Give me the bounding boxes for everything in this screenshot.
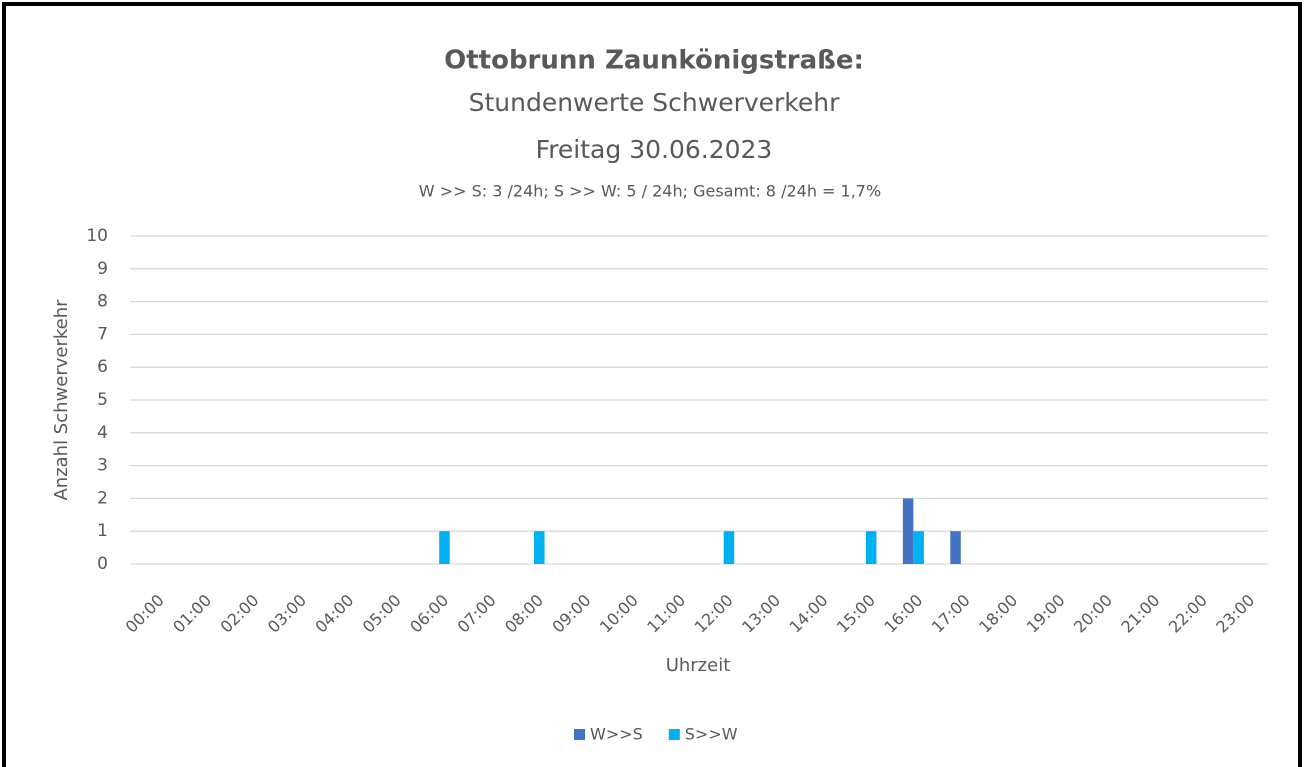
x-axis-label: Uhrzeit (666, 655, 731, 676)
y-tick-label: 10 (86, 226, 108, 246)
bar (902, 498, 914, 564)
bar (913, 531, 924, 564)
y-tick-label: 8 (97, 292, 108, 312)
chart-subtitle: W >> S: 3 /24h; S >> W: 5 / 24h; Gesamt:… (419, 182, 881, 201)
y-tick-label: 1 (97, 521, 108, 541)
legend-swatch (668, 729, 680, 740)
legend-label: W>>S (590, 725, 643, 744)
legend-label: S>>W (685, 725, 738, 744)
bar (439, 531, 450, 564)
y-tick-label: 4 (97, 423, 108, 443)
y-tick-label: 2 (97, 488, 108, 508)
y-tick-label: 9 (97, 259, 108, 279)
bar (534, 531, 545, 564)
bar (723, 531, 735, 564)
y-tick-label: 0 (97, 554, 108, 574)
legend-swatch (574, 729, 585, 740)
chart-subtitle: Stundenwerte Schwerverkehr (469, 88, 841, 117)
chart-title: Ottobrunn Zaunkönigstraße: (444, 46, 864, 76)
y-tick-label: 5 (97, 390, 108, 410)
y-tick-label: 3 (97, 456, 108, 476)
y-axis-label: Anzahl Schwerverkehr (51, 299, 72, 501)
y-tick-label: 7 (97, 324, 108, 344)
bar (865, 531, 877, 564)
y-tick-label: 6 (97, 357, 108, 377)
chart-subtitle: Freitag 30.06.2023 (536, 135, 773, 164)
bar (950, 531, 961, 564)
